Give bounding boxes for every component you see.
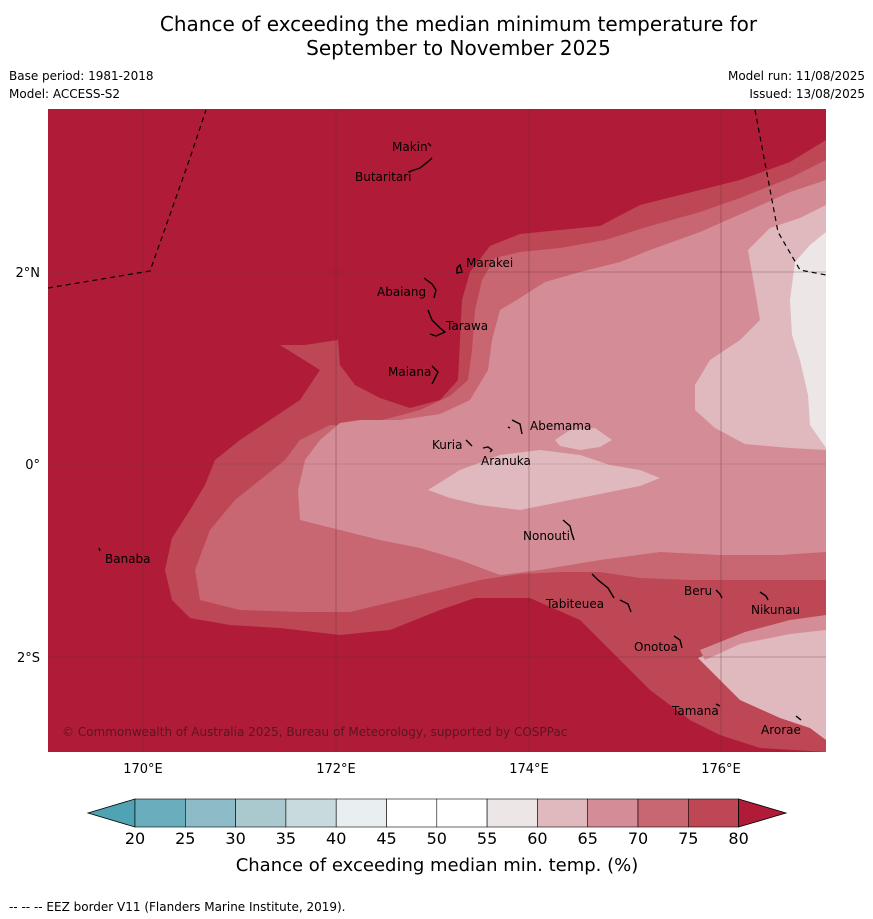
- x-tick-174e: 174°E: [509, 762, 549, 777]
- colorbar-tick: 40: [326, 829, 346, 848]
- island-kuria: [465, 439, 473, 447]
- label-butaritari: Butaritari: [355, 170, 412, 184]
- title-line-1: Chance of exceeding the median minimum t…: [159, 12, 758, 36]
- island-marakei: [456, 263, 463, 274]
- meta-left: Base period: 1981-2018 Model: ACCESS-S2: [9, 67, 154, 103]
- island-arorae: [795, 715, 802, 721]
- issued-date: Issued: 13/08/2025: [749, 87, 865, 101]
- model-run: Model run: 11/08/2025: [727, 69, 865, 83]
- label-nikunau: Nikunau: [751, 603, 800, 617]
- y-tick-2n: 2°N: [16, 266, 41, 281]
- colorbar-bin: [185, 798, 236, 828]
- colorbar-bin: [537, 798, 589, 828]
- island-tamana: [715, 703, 721, 707]
- y-tick-0: 0°: [25, 458, 40, 473]
- label-arorae: Arorae: [761, 723, 801, 737]
- band-65-70-south: [700, 615, 826, 660]
- label-marakei: Marakei: [466, 256, 513, 270]
- colorbar-bin: [285, 798, 337, 828]
- island-abemama: [507, 419, 523, 435]
- title-line-2: September to November 2025: [306, 36, 611, 60]
- colorbar-low-arrow: [86, 798, 136, 828]
- map-title: Chance of exceeding the median minimum t…: [0, 12, 873, 60]
- island-abaiang: [423, 277, 437, 299]
- colorbar-bin: [587, 798, 639, 828]
- copyright-credit: © Commonwealth of Australia 2025, Bureau…: [62, 725, 567, 739]
- colorbar-tick: 45: [376, 829, 396, 848]
- colorbar-bin: [134, 798, 186, 828]
- label-tarawa: Tarawa: [445, 319, 488, 333]
- colorbar-tick: 80: [728, 829, 748, 848]
- colorbar-tick: 65: [578, 829, 598, 848]
- island-tabiteuea: [591, 573, 632, 613]
- label-onotoa: Onotoa: [634, 640, 678, 654]
- label-kuria: Kuria: [432, 438, 463, 452]
- y-tick-2s: 2°S: [17, 651, 40, 666]
- colorbar-bin: [335, 798, 387, 828]
- colorbar-tick: 30: [225, 829, 245, 848]
- label-beru: Beru: [684, 584, 712, 598]
- eez-border: [48, 109, 826, 289]
- colorbar-bin: [486, 798, 538, 828]
- label-aranuka: Aranuka: [481, 454, 531, 468]
- colorbar-high-arrow: [738, 798, 788, 828]
- place-labels: Makin Butaritari Marakei Abaiang Tarawa …: [105, 140, 801, 737]
- axis-ticks: 170°E 172°E 174°E 176°E 2°N 0° 2°S: [16, 266, 741, 777]
- island-aranuka: [482, 446, 494, 453]
- band-65-70: [298, 180, 826, 575]
- band-60-65-south: [698, 628, 826, 740]
- label-nonouti: Nonouti: [523, 529, 570, 543]
- x-tick-172e: 172°E: [316, 762, 356, 777]
- island-nikunau: [759, 591, 769, 601]
- label-banaba: Banaba: [105, 552, 151, 566]
- band-60-65-small: [555, 428, 612, 450]
- x-tick-176e: 176°E: [701, 762, 741, 777]
- island-maiana: [431, 365, 439, 385]
- meta-right: Model run: 11/08/2025 Issued: 13/08/2025: [728, 67, 865, 103]
- islands: [98, 142, 802, 721]
- label-maiana: Maiana: [388, 365, 431, 379]
- label-tabiteuea: Tabiteuea: [545, 597, 604, 611]
- map-panel: Makin Butaritari Marakei Abaiang Tarawa …: [48, 109, 826, 752]
- x-tick-170e: 170°E: [123, 762, 163, 777]
- base-period: Base period: 1981-2018: [9, 69, 154, 83]
- island-nonouti: [562, 519, 575, 541]
- colorbar-tick: 25: [175, 829, 195, 848]
- label-abemama: Abemama: [530, 419, 591, 433]
- colorbar-bin: [436, 798, 488, 828]
- colorbar-bin: [637, 798, 689, 828]
- band-70-75-bump: [262, 533, 276, 553]
- colorbar-bin: [386, 798, 438, 828]
- eez-footnote: -- -- -- EEZ border V11 (Flanders Marine…: [9, 900, 346, 914]
- colorbar-tick: 55: [477, 829, 497, 848]
- island-tarawa: [427, 309, 447, 337]
- label-tamana: Tamana: [671, 704, 719, 718]
- island-beru: [715, 589, 723, 599]
- colorbar-bin: [687, 798, 739, 828]
- model-name: Model: ACCESS-S2: [9, 87, 121, 101]
- island-butaritari: [407, 157, 433, 173]
- gridlines: [48, 109, 826, 752]
- band-60-65: [695, 205, 826, 450]
- colorbar-tick: 60: [527, 829, 547, 848]
- colorbar-bin: [235, 798, 287, 828]
- colorbar-tick: 50: [427, 829, 447, 848]
- colorbar-tick: 75: [678, 829, 698, 848]
- island-makin: [427, 142, 432, 147]
- band-55-60: [790, 232, 826, 448]
- label-makin: Makin: [392, 140, 428, 154]
- label-abaiang: Abaiang: [377, 285, 426, 299]
- island-onotoa: [673, 635, 683, 649]
- colorbar: 20 25 30 35 40 45 50 55 60 65 70 75 80: [86, 798, 788, 848]
- colorbar-tick: 20: [125, 829, 145, 848]
- band-60-65-centre: [428, 450, 660, 510]
- colorbar-tick: 35: [276, 829, 296, 848]
- island-banaba: [98, 547, 101, 552]
- colorbar-label: Chance of exceeding median min. temp. (%…: [236, 855, 639, 876]
- colorbar-tick: 70: [628, 829, 648, 848]
